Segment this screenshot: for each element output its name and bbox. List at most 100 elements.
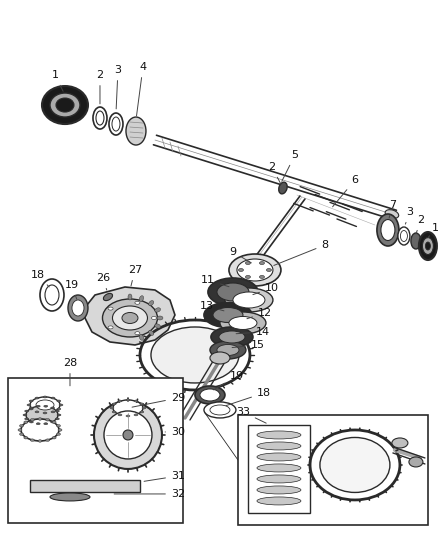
Ellipse shape — [25, 410, 28, 412]
Ellipse shape — [217, 283, 249, 301]
Text: 9: 9 — [230, 247, 251, 263]
Ellipse shape — [38, 440, 42, 442]
Ellipse shape — [151, 327, 239, 383]
Text: 7: 7 — [389, 200, 396, 218]
Ellipse shape — [118, 400, 122, 402]
Polygon shape — [85, 287, 175, 345]
Ellipse shape — [155, 308, 161, 312]
Ellipse shape — [237, 259, 273, 281]
Ellipse shape — [55, 418, 59, 420]
Ellipse shape — [210, 341, 246, 359]
Ellipse shape — [59, 404, 63, 406]
Bar — [238, 415, 428, 525]
Ellipse shape — [20, 424, 24, 427]
Ellipse shape — [35, 411, 39, 413]
Ellipse shape — [102, 299, 158, 337]
Ellipse shape — [148, 330, 154, 335]
Ellipse shape — [266, 269, 272, 271]
Ellipse shape — [113, 306, 148, 330]
Ellipse shape — [419, 232, 437, 260]
Ellipse shape — [44, 423, 48, 425]
Text: 26: 26 — [96, 273, 110, 290]
Ellipse shape — [24, 437, 28, 439]
Ellipse shape — [135, 301, 140, 304]
Ellipse shape — [259, 262, 265, 264]
Ellipse shape — [44, 405, 48, 407]
Ellipse shape — [29, 421, 33, 423]
Ellipse shape — [57, 414, 61, 416]
Text: 33: 33 — [236, 407, 266, 423]
Ellipse shape — [213, 308, 243, 322]
Ellipse shape — [38, 418, 42, 420]
Ellipse shape — [51, 411, 55, 413]
Ellipse shape — [25, 418, 28, 420]
Ellipse shape — [29, 400, 33, 402]
Ellipse shape — [245, 276, 251, 278]
Ellipse shape — [110, 407, 114, 409]
Ellipse shape — [425, 242, 431, 250]
Ellipse shape — [257, 497, 301, 505]
Text: 18: 18 — [226, 388, 271, 406]
Ellipse shape — [112, 403, 116, 405]
Ellipse shape — [36, 423, 40, 425]
Text: 27: 27 — [128, 265, 142, 286]
Ellipse shape — [220, 312, 266, 334]
Ellipse shape — [204, 402, 236, 418]
Ellipse shape — [392, 438, 408, 448]
Ellipse shape — [385, 209, 399, 219]
Ellipse shape — [29, 408, 33, 410]
Ellipse shape — [24, 421, 28, 423]
Ellipse shape — [30, 439, 34, 441]
Ellipse shape — [42, 86, 88, 124]
Ellipse shape — [398, 227, 410, 245]
Text: 32: 32 — [114, 489, 185, 499]
Ellipse shape — [257, 486, 301, 494]
Text: 18: 18 — [31, 270, 49, 287]
Ellipse shape — [134, 400, 138, 402]
Ellipse shape — [118, 414, 122, 416]
Text: 19: 19 — [214, 371, 244, 390]
Ellipse shape — [122, 312, 138, 324]
Ellipse shape — [108, 326, 113, 329]
Text: 2: 2 — [96, 70, 103, 104]
Ellipse shape — [18, 429, 22, 431]
Ellipse shape — [40, 279, 64, 311]
Text: 31: 31 — [144, 471, 185, 481]
Ellipse shape — [96, 111, 104, 125]
Ellipse shape — [257, 431, 301, 439]
Ellipse shape — [23, 414, 27, 416]
Ellipse shape — [104, 411, 152, 459]
Ellipse shape — [123, 430, 133, 440]
Text: 15: 15 — [232, 340, 265, 350]
Text: 28: 28 — [63, 358, 77, 386]
Ellipse shape — [409, 457, 423, 467]
Bar — [30, 480, 140, 492]
Ellipse shape — [229, 317, 257, 329]
Ellipse shape — [422, 238, 434, 254]
Ellipse shape — [72, 300, 84, 316]
Text: 4: 4 — [137, 62, 147, 116]
Ellipse shape — [200, 389, 220, 401]
Ellipse shape — [57, 433, 60, 435]
Ellipse shape — [208, 278, 258, 306]
Ellipse shape — [50, 407, 55, 409]
Ellipse shape — [134, 414, 138, 416]
Ellipse shape — [103, 293, 113, 301]
Ellipse shape — [35, 397, 39, 399]
Ellipse shape — [140, 403, 144, 405]
Text: 6: 6 — [332, 175, 358, 207]
Ellipse shape — [257, 475, 301, 483]
Ellipse shape — [55, 410, 59, 412]
Ellipse shape — [50, 93, 80, 117]
Ellipse shape — [43, 412, 47, 414]
Ellipse shape — [50, 493, 90, 501]
Ellipse shape — [140, 411, 144, 413]
Text: 3: 3 — [406, 207, 413, 224]
Ellipse shape — [56, 98, 74, 112]
Ellipse shape — [217, 344, 239, 356]
Text: 30: 30 — [165, 427, 185, 437]
Text: 1: 1 — [428, 223, 438, 238]
Ellipse shape — [112, 117, 120, 131]
Ellipse shape — [126, 415, 130, 417]
Ellipse shape — [157, 316, 163, 320]
